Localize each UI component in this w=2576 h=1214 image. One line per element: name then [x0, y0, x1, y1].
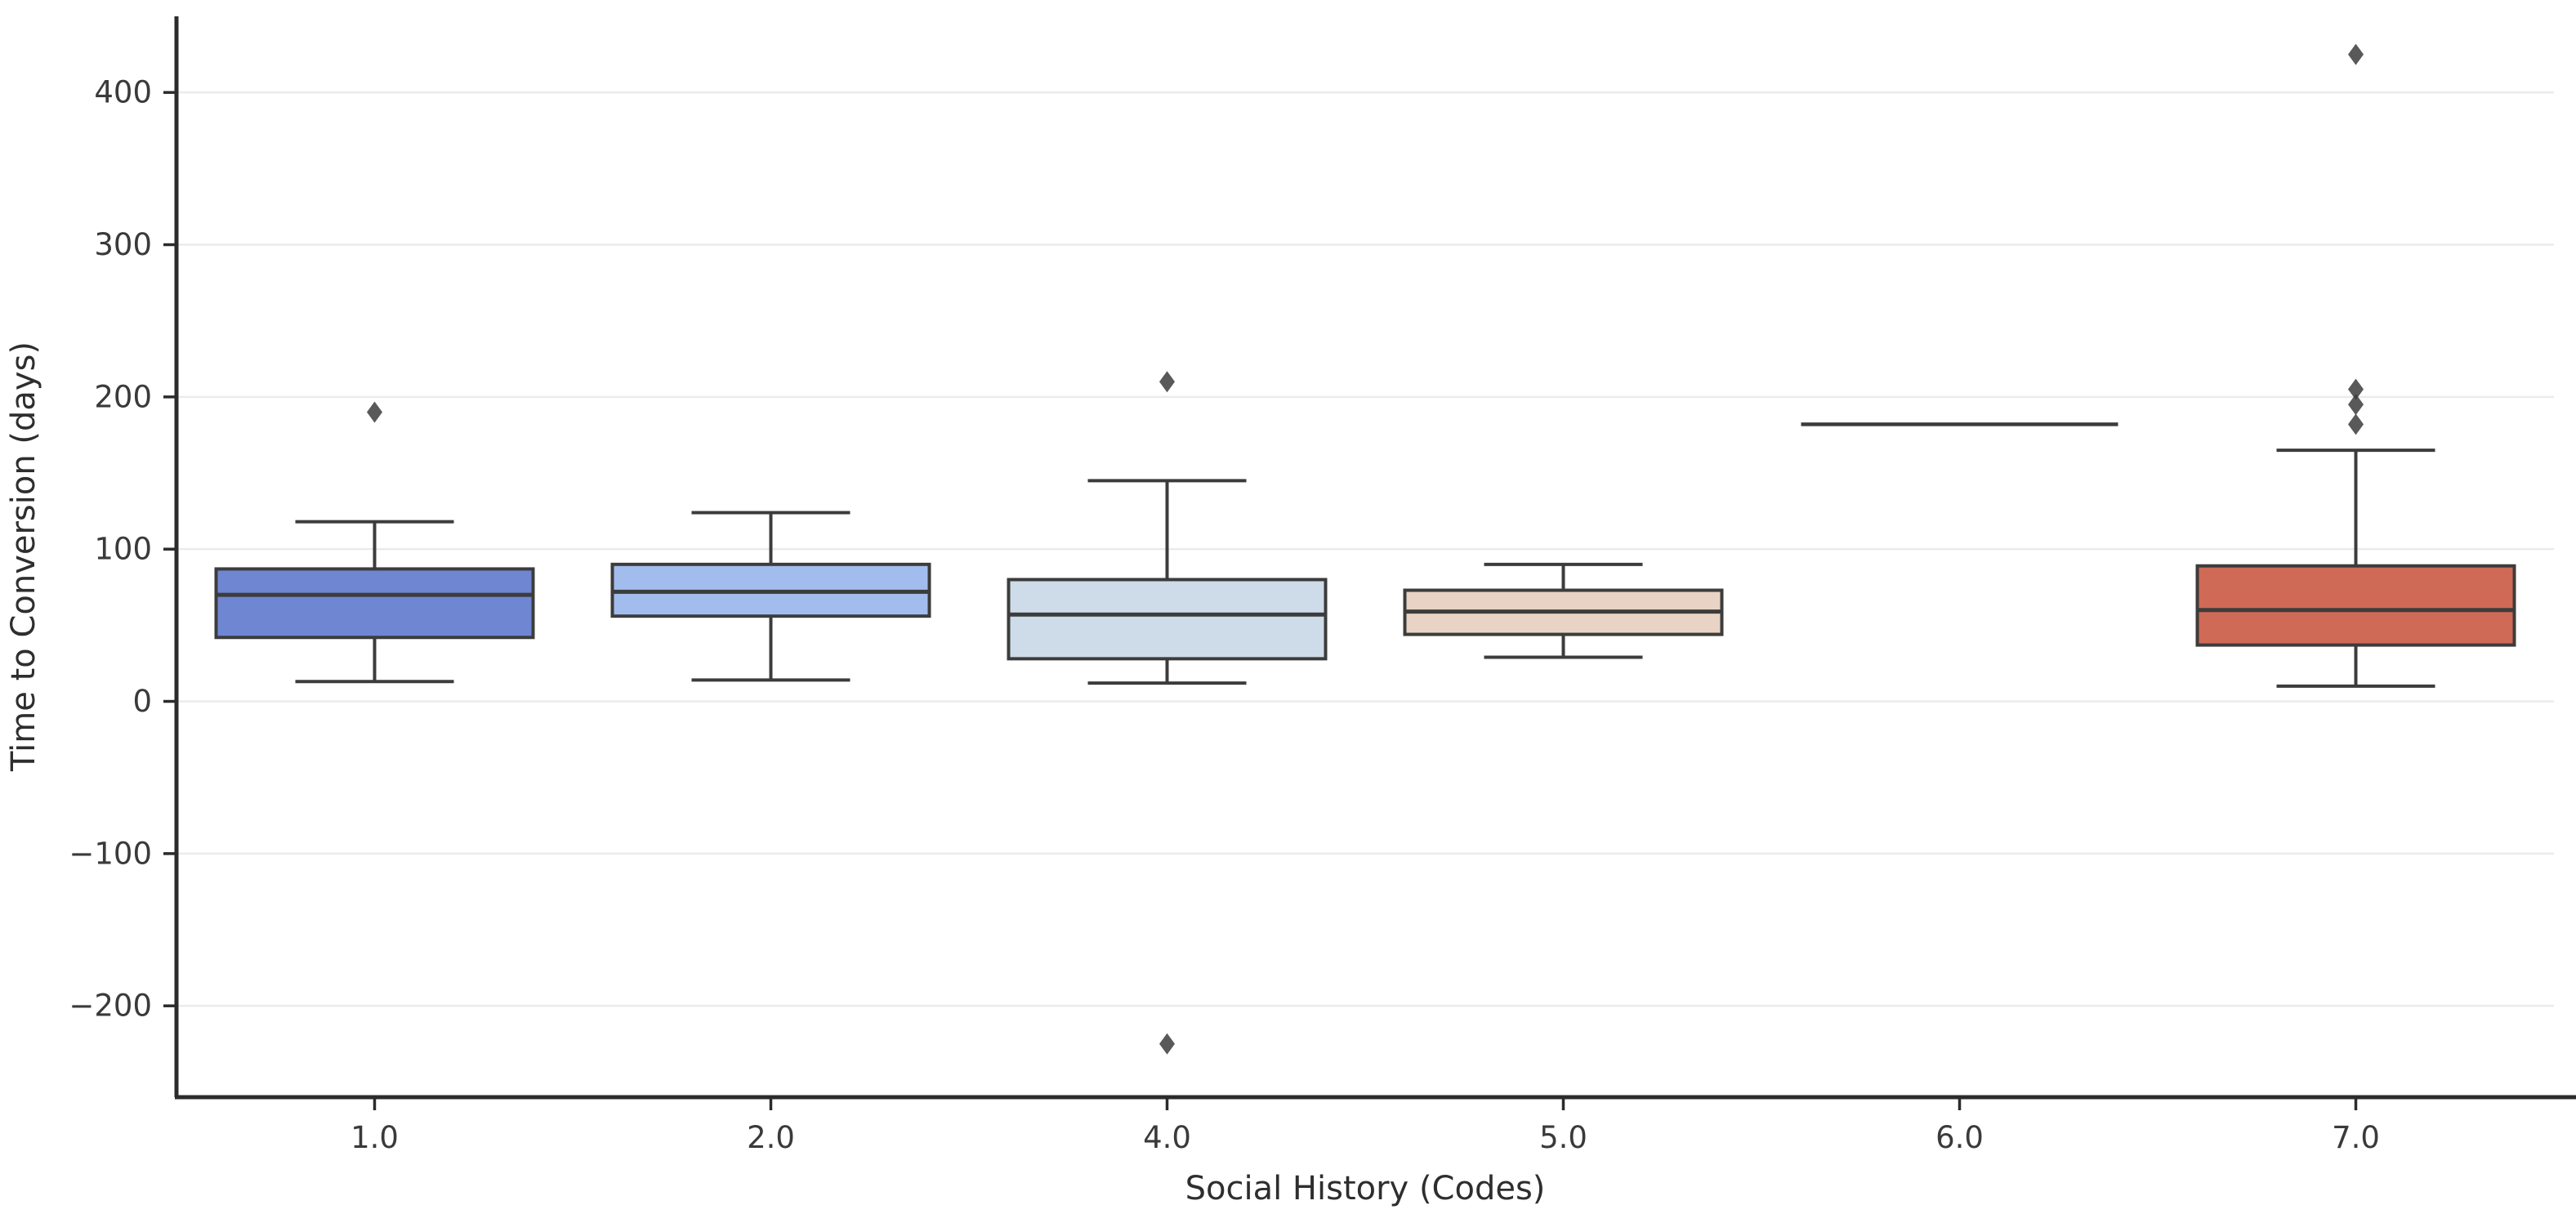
outlier-diamond [367, 401, 382, 423]
y-tick-label: 100 [94, 532, 152, 567]
iqr-box [214, 567, 535, 640]
x-tick-label: 5.0 [1539, 1120, 1587, 1155]
x-axis-label: Social History (Codes) [1185, 1170, 1546, 1207]
box-group-4.0 [1007, 371, 1328, 1055]
outlier-diamond [2348, 413, 2364, 435]
iqr-box [2195, 564, 2516, 647]
iqr-box [1007, 578, 1328, 661]
boxes [214, 43, 2516, 1055]
y-tick-label: 200 [94, 379, 152, 414]
box-group-7.0 [2195, 43, 2516, 688]
box-group-1.0 [214, 401, 535, 684]
tick-labels: −200 −100 0 100 200 300 400 1.0 2.0 4.0 5.0 6.0 7.0 [69, 75, 2380, 1155]
outlier-diamond [2348, 43, 2364, 65]
x-tick-label: 1.0 [350, 1120, 399, 1155]
x-tick-label: 2.0 [747, 1120, 795, 1155]
box-group-2.0 [610, 511, 931, 682]
x-tick-label: 4.0 [1143, 1120, 1191, 1155]
x-tick-label: 7.0 [2332, 1120, 2380, 1155]
outlier-diamond [1159, 1033, 1175, 1055]
y-tick-label: 0 [132, 684, 152, 719]
outlier-diamond [2348, 394, 2364, 416]
y-tick-label: 400 [94, 75, 152, 110]
x-tick-label: 6.0 [1935, 1120, 1984, 1155]
outlier-diamond [2348, 378, 2364, 400]
y-tick-label: 300 [94, 227, 152, 262]
box-group-5.0 [1403, 562, 1724, 659]
y-axis-label: Time to Conversion (days) [5, 341, 42, 772]
axes [174, 16, 2576, 1100]
y-tick-label: −200 [69, 989, 152, 1024]
y-tick-label: −100 [69, 836, 152, 871]
outlier-diamond [1159, 371, 1175, 393]
gridlines [176, 91, 2554, 1007]
